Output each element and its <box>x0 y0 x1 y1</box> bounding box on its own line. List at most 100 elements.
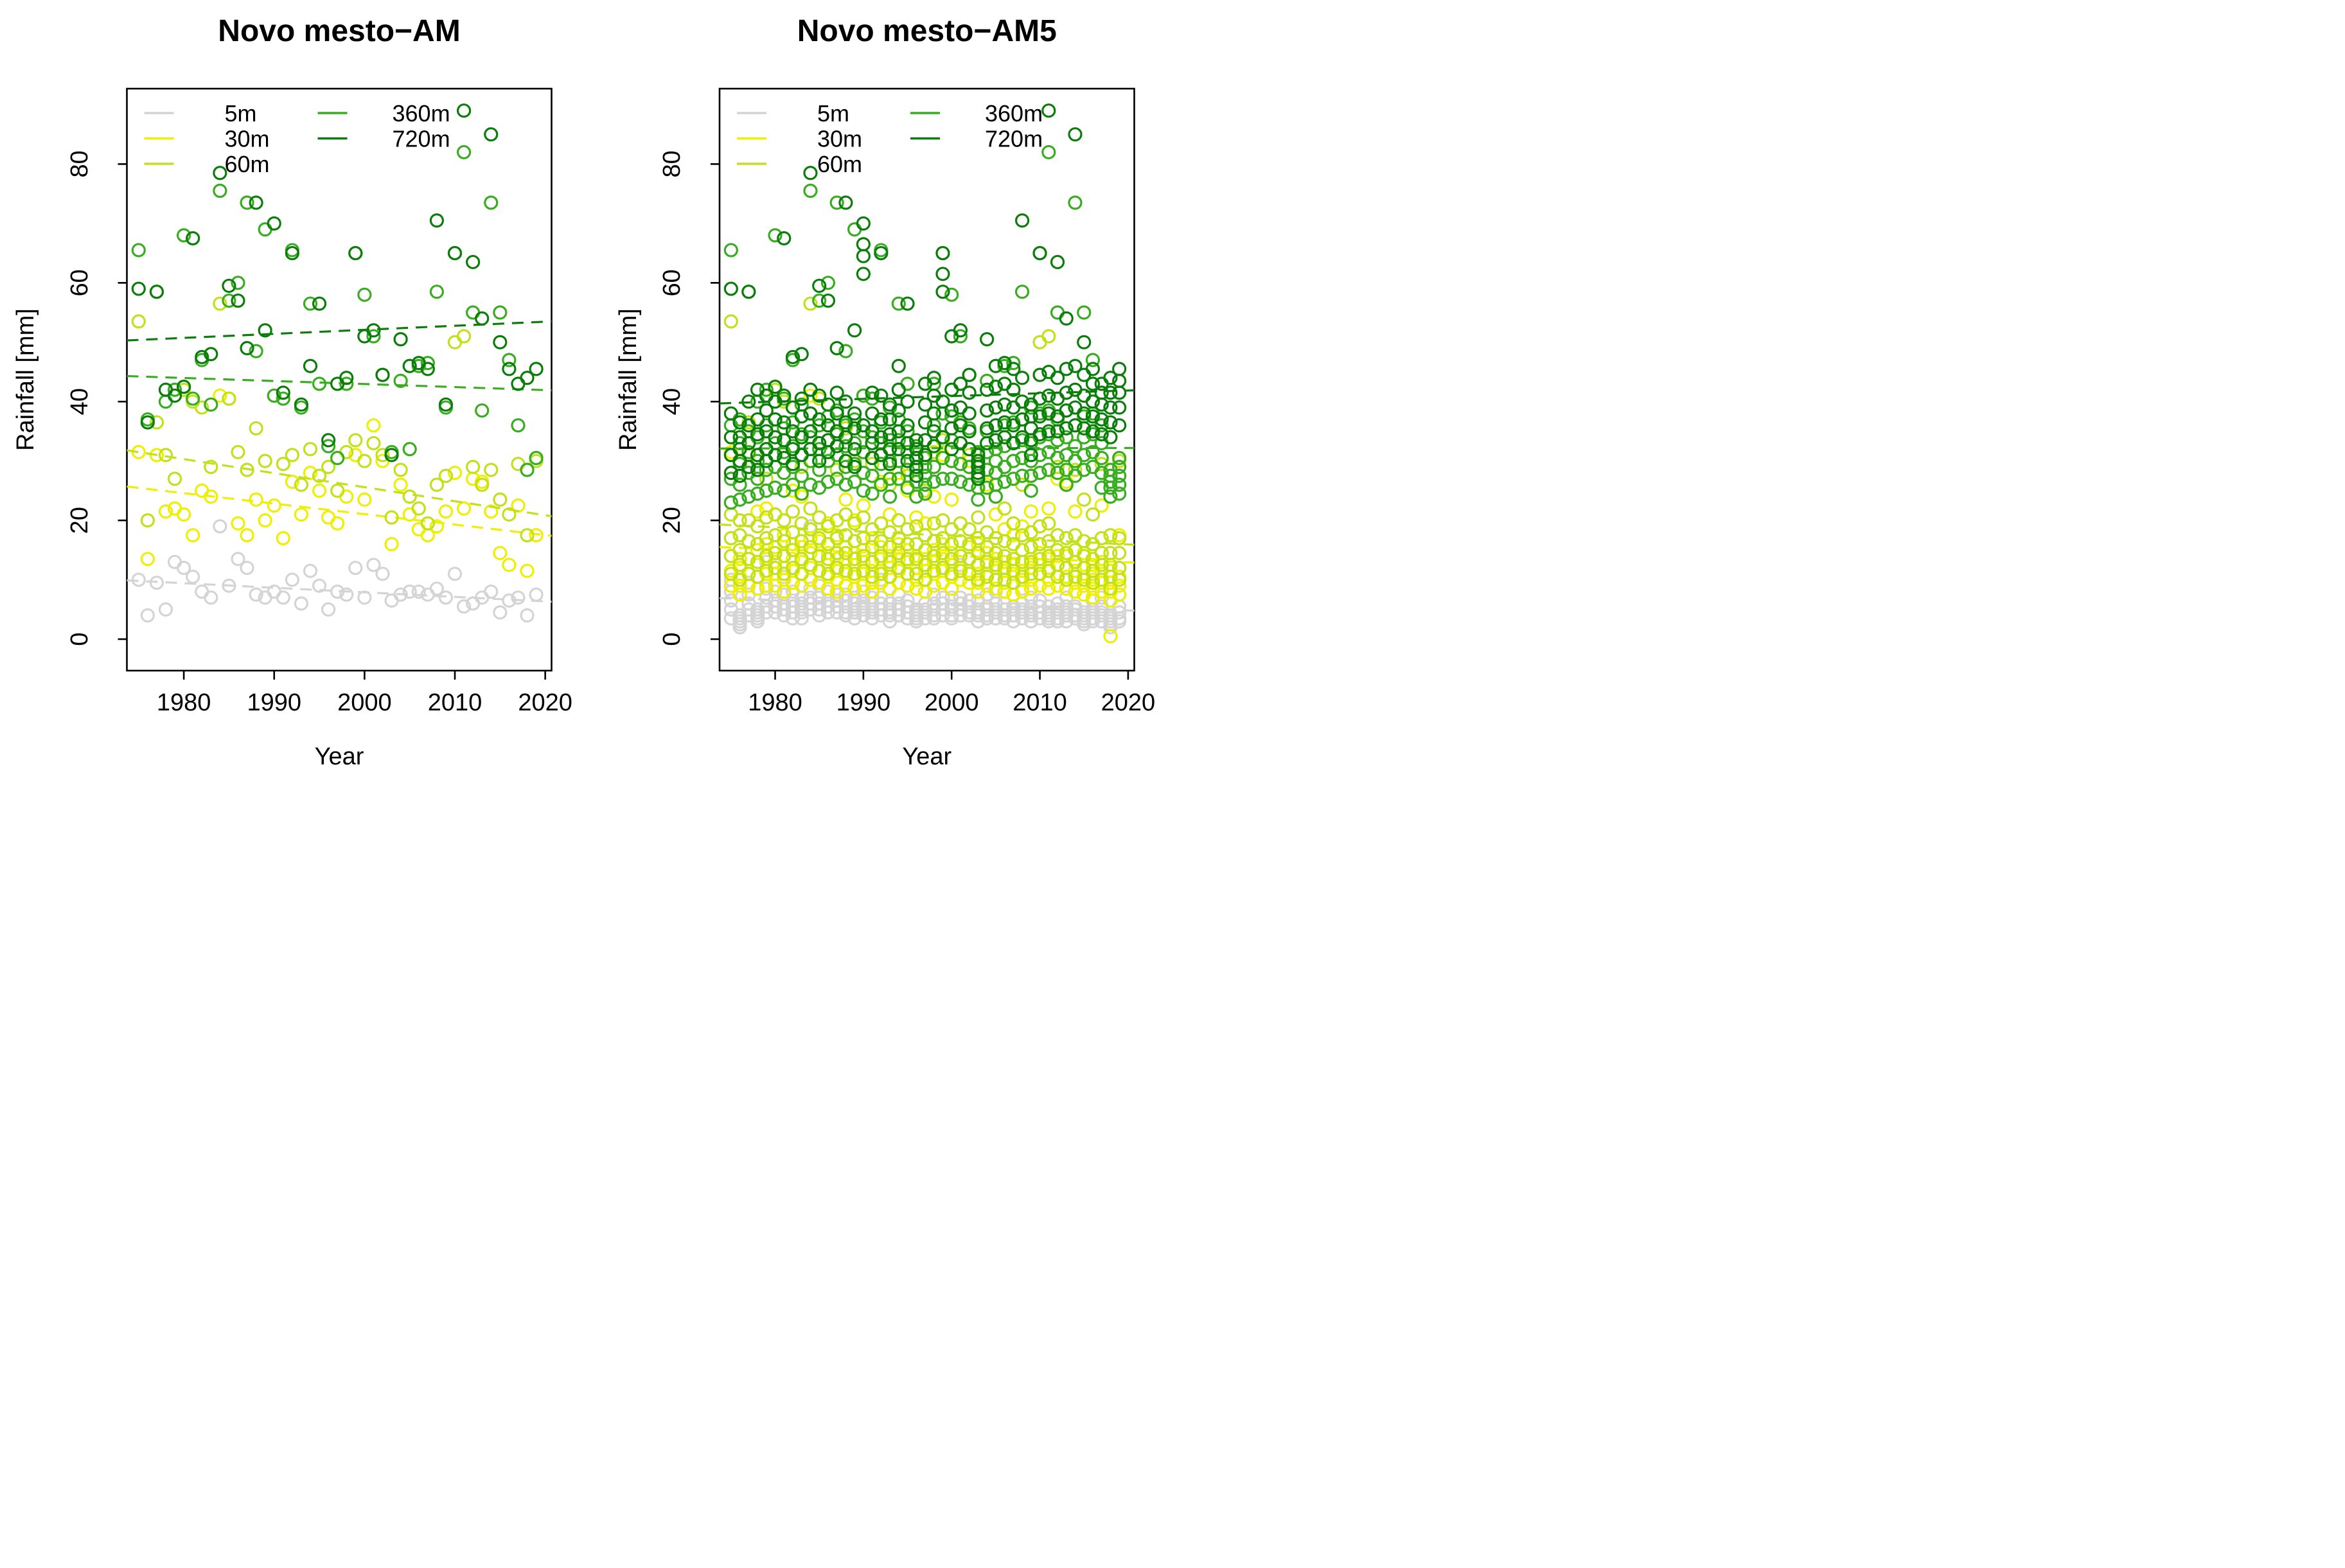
data-point <box>865 385 880 400</box>
data-point <box>321 510 336 525</box>
data-point <box>874 430 889 445</box>
data-point <box>195 584 209 599</box>
data-point <box>794 448 809 462</box>
data-point <box>140 608 155 623</box>
data-point <box>741 513 756 528</box>
data-point <box>865 576 880 590</box>
data-point <box>420 516 435 531</box>
data-point <box>1032 335 1047 349</box>
data-point <box>402 489 417 504</box>
series-720m <box>127 103 552 462</box>
data-point <box>177 507 191 522</box>
data-point <box>909 489 924 504</box>
data-point <box>493 335 508 349</box>
data-point <box>838 492 853 507</box>
data-point <box>167 554 182 569</box>
data-point <box>874 245 889 261</box>
data-point <box>1059 403 1074 418</box>
data-point <box>285 572 299 587</box>
data-point <box>1014 584 1030 599</box>
data-point <box>874 388 889 403</box>
data-point <box>759 382 774 397</box>
data-point <box>1041 581 1056 596</box>
data-point <box>1077 421 1092 436</box>
data-point <box>944 536 959 552</box>
legend-label: 5m <box>225 100 257 127</box>
data-point <box>997 459 1012 475</box>
data-point <box>865 584 880 599</box>
data-point <box>794 605 809 620</box>
data-point <box>249 587 263 602</box>
data-point <box>240 195 254 210</box>
legend-label: 60m <box>817 151 862 177</box>
series-30m <box>127 388 552 578</box>
data-point <box>231 516 245 531</box>
data-point <box>158 394 173 409</box>
data-point <box>856 388 871 403</box>
data-point <box>1059 545 1074 561</box>
y-tick-label: 80 <box>659 150 686 177</box>
data-point <box>429 477 444 492</box>
data-point <box>741 552 756 567</box>
data-point <box>926 474 941 489</box>
data-point <box>204 347 218 362</box>
data-point <box>1023 421 1038 436</box>
data-point <box>803 501 818 516</box>
data-point <box>1014 554 1030 569</box>
data-point <box>276 385 290 400</box>
data-point <box>988 611 1003 626</box>
data-point <box>953 474 968 489</box>
data-point <box>321 459 336 475</box>
data-point <box>723 466 738 480</box>
data-point <box>785 504 801 519</box>
data-point <box>723 507 738 522</box>
data-point <box>1112 400 1127 415</box>
data-point <box>847 421 862 436</box>
data-point <box>741 436 756 451</box>
data-point <box>520 608 535 623</box>
plot-box <box>126 87 553 672</box>
data-point <box>953 376 968 391</box>
data-point <box>447 466 463 480</box>
data-point <box>1085 507 1101 522</box>
data-point <box>980 525 995 540</box>
data-point <box>177 560 191 576</box>
data-point <box>900 536 915 552</box>
data-point <box>971 558 986 572</box>
data-point <box>820 474 836 489</box>
y-tick-label: 40 <box>66 388 93 415</box>
data-point <box>768 430 783 445</box>
data-point <box>393 462 408 477</box>
data-point <box>357 492 372 507</box>
data-point <box>980 445 995 459</box>
data-point <box>865 569 880 585</box>
data-point <box>820 418 836 433</box>
data-point <box>484 462 499 477</box>
data-point <box>249 492 263 507</box>
data-point <box>1059 362 1074 376</box>
data-point <box>294 507 309 522</box>
data-point <box>838 477 853 492</box>
data-point <box>1014 394 1030 409</box>
legend-label: 60m <box>225 151 270 177</box>
data-point <box>1112 578 1127 593</box>
series-360m <box>127 145 552 477</box>
data-point <box>1041 388 1056 403</box>
data-point <box>1112 459 1127 475</box>
data-point <box>741 489 756 504</box>
data-point <box>812 388 827 403</box>
data-point <box>777 231 792 246</box>
data-point <box>988 433 1003 448</box>
data-point <box>882 489 898 504</box>
data-point <box>1050 466 1065 480</box>
data-point <box>988 379 1003 394</box>
data-point <box>1032 448 1047 462</box>
data-point <box>1014 412 1030 427</box>
data-point <box>366 329 381 344</box>
data-point <box>953 329 968 344</box>
data-point <box>1023 483 1038 498</box>
data-point <box>1023 468 1038 483</box>
data-point <box>438 468 454 483</box>
data-point <box>177 228 191 243</box>
data-point <box>723 531 738 545</box>
